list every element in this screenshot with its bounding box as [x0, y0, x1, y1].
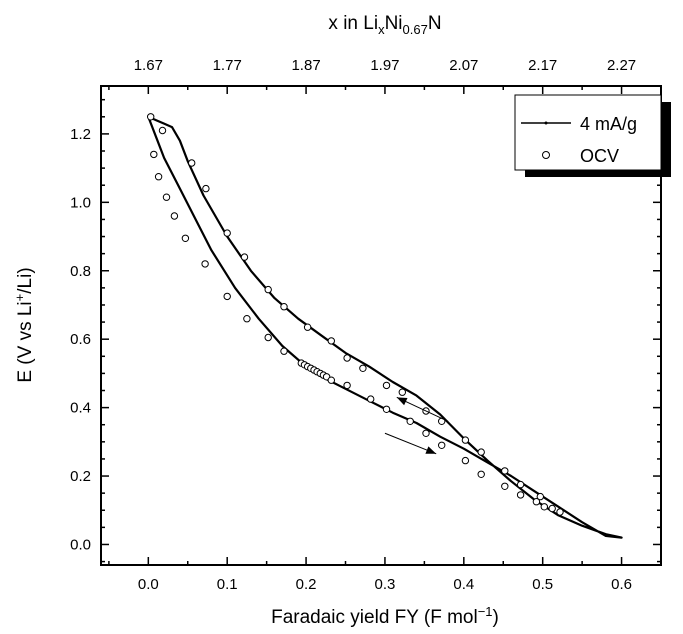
axis-ticks: 0.0 0.1 0.2 0.3 0.4 0.5 0.6 1.67 1.77 1.87 1.97 2.0…	[70, 57, 662, 593]
y-axis-title: E (V vs Li+/Li)	[12, 267, 36, 382]
top-axis-title: x in LixNi0.67N	[328, 13, 441, 37]
ocv-point	[398, 388, 406, 396]
y-tick-label-5: 1.0	[70, 194, 91, 211]
annotation-layer	[384, 396, 449, 455]
legend-ocv-marker	[542, 151, 550, 159]
ocv-point	[327, 337, 335, 345]
legend: 4 mA/g OCV	[514, 94, 671, 177]
y-tick-label-6: 1.2	[70, 126, 91, 143]
ocv-point	[501, 482, 509, 490]
ocv-point	[280, 303, 288, 311]
top-tick-label-2: 1.87	[291, 57, 320, 74]
top-tick-label-3: 1.97	[370, 57, 399, 74]
ocv-point	[223, 229, 231, 237]
ocv-point	[343, 381, 351, 390]
ocv-point	[243, 315, 251, 323]
top-tick-label-5: 2.17	[528, 57, 557, 74]
ocv-point	[461, 456, 470, 465]
top-tick-label-1: 1.77	[213, 57, 242, 74]
y-tick-label-1: 0.2	[70, 468, 91, 485]
ocv-point	[556, 508, 564, 516]
ocv-point	[154, 173, 163, 181]
series-line-4mag	[147, 115, 623, 539]
ocv-point	[516, 491, 525, 499]
ocv-point	[422, 429, 430, 437]
y-tick-label-4: 0.8	[70, 263, 91, 280]
ocv-point	[240, 253, 249, 261]
x-tick-label-5: 0.5	[532, 576, 553, 593]
legend-box	[514, 94, 662, 171]
ocv-point	[170, 212, 179, 220]
ocv-point	[327, 376, 335, 384]
ocv-point	[343, 354, 351, 362]
ocv-point	[477, 470, 485, 478]
ocv-point	[181, 234, 190, 243]
plot-area: 0.0 0.1 0.2 0.3 0.4 0.5 0.6 1.67 1.77 1.87 1.97 2.0…	[70, 57, 662, 593]
top-tick-label-0: 1.67	[134, 57, 163, 74]
ocv-point	[536, 492, 544, 501]
arrow-head-0	[396, 397, 408, 406]
ocv-point	[147, 113, 155, 121]
y-tick-label-2: 0.4	[70, 400, 91, 417]
x-tick-label-6: 0.6	[611, 576, 632, 593]
x-tick-label-4: 0.4	[453, 576, 474, 593]
ocv-point	[477, 448, 485, 456]
ocv-point	[548, 504, 556, 513]
ocv-point	[367, 395, 375, 403]
y-tick-label-0: 0.0	[70, 536, 91, 553]
series-layer	[147, 113, 623, 539]
ocv-point	[438, 441, 446, 449]
ocv-point	[158, 126, 167, 135]
ocv-point	[540, 503, 548, 511]
ocv-point	[264, 333, 272, 342]
ocv-point	[188, 159, 196, 167]
ocv-point	[461, 436, 470, 444]
x-tick-label-1: 0.1	[217, 576, 238, 593]
legend-label-0: 4 mA/g	[580, 114, 637, 134]
x-tick-label-0: 0.0	[138, 576, 159, 593]
x-axis-title: Faradaic yield FY (F mol−1)	[271, 604, 499, 628]
ocv-point	[150, 150, 158, 159]
x-tick-label-2: 0.2	[296, 576, 317, 593]
ocv-point	[359, 364, 367, 372]
top-tick-label-6: 2.27	[607, 57, 636, 74]
legend-line-marker	[544, 121, 548, 125]
ocv-point	[280, 347, 288, 355]
ocv-point	[501, 467, 509, 475]
ocv-point	[264, 285, 272, 294]
top-tick-label-4: 2.07	[449, 57, 478, 74]
arrow-head-1	[425, 446, 437, 454]
ocv-point	[303, 323, 312, 331]
ocv-point	[406, 417, 414, 425]
ocv-point	[162, 193, 171, 201]
legend-label-1: OCV	[580, 146, 619, 166]
ocv-point	[532, 498, 541, 506]
ocv-point	[382, 381, 391, 390]
plot-frame	[100, 85, 662, 566]
ocv-point	[516, 480, 525, 489]
ocv-point	[223, 292, 231, 301]
x-tick-label-3: 0.3	[375, 576, 396, 593]
ocv-point	[382, 405, 391, 413]
ocv-point	[201, 260, 209, 268]
ocv-point	[202, 184, 210, 193]
y-tick-label-3: 0.6	[70, 331, 91, 348]
